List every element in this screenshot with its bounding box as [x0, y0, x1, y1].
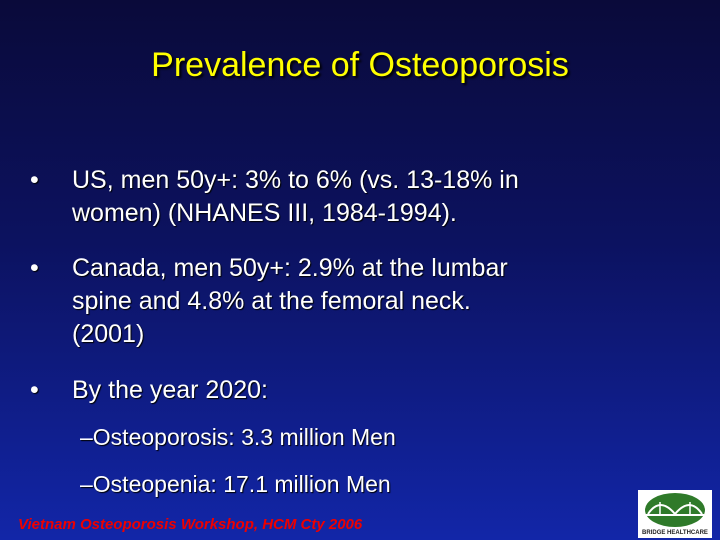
bullet-text: women) (NHANES III, 1984-1994). [72, 199, 457, 227]
logo-graphic [645, 493, 705, 527]
bullet-marker: • [30, 376, 39, 404]
bullet-text: US, men 50y+: 3% to 6% (vs. 13-18% in [72, 166, 519, 194]
footer: Vietnam Osteoporosis Workshop, HCM Cty 2… [18, 516, 363, 533]
bullet-marker: • [30, 166, 39, 194]
bullet-marker: • [30, 254, 39, 282]
bullet-text: (2001) [72, 320, 145, 348]
bullet-text: spine and 4.8% at the femoral neck. [72, 287, 471, 315]
slide-title: Prevalence of Osteoporosis [151, 46, 569, 84]
logo-text: BRIDGE HEALTHCARE [642, 530, 708, 536]
bullet: • US, men 50y+: 3% to 6% (vs. 13-18% in wo… [30, 164, 519, 230]
bullet: • By the year 2020: [30, 374, 268, 407]
bullet-text: By the year 2020: [72, 376, 268, 404]
bullet-text: Canada, men 50y+: 2.9% at the lumbar [72, 254, 508, 282]
logo: BRIDGE HEALTHCARE [638, 490, 712, 538]
bullet: • Canada, men 50y+: 2.9% at the lumbar spi… [30, 252, 508, 351]
sub-bullet: Osteoporosis: 3.3 million Men [80, 424, 396, 451]
sub-bullet: Osteopenia: 17.1 million Men [80, 471, 391, 498]
